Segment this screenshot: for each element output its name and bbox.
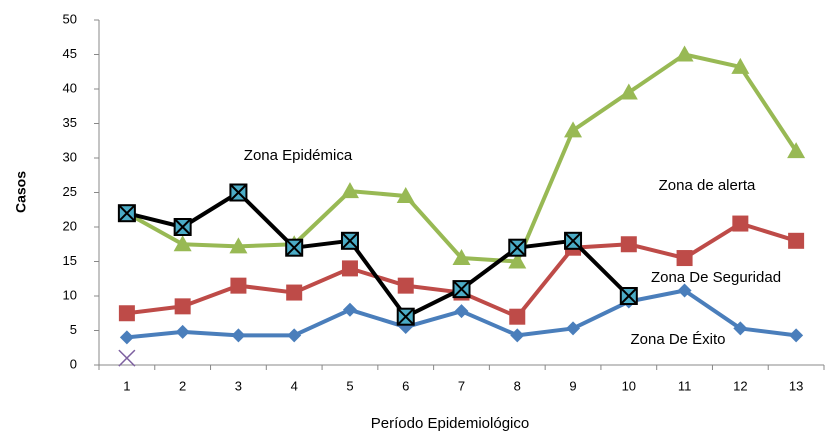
marker [676,250,693,267]
x-axis-label: Período Epidemiológico [371,415,529,432]
annotation: Zona Epidémica [244,147,353,164]
annotation: Zona De Éxito [630,331,725,348]
y-tick-label: 20 [63,218,77,233]
marker [396,186,415,203]
marker [340,182,359,199]
marker [620,236,637,253]
series-line [125,52,798,264]
x-tick-label: 6 [402,378,409,393]
marker [119,330,134,345]
y-tick-label: 45 [63,46,77,61]
marker [231,328,246,343]
y-tick-label: 35 [63,115,77,130]
marker [340,231,359,250]
marker [117,204,136,223]
marker [566,321,581,336]
marker [452,249,471,266]
marker [733,321,748,336]
marker [564,231,583,250]
marker [396,307,415,326]
marker [286,284,303,301]
x-tick-label: 2 [179,378,186,393]
marker [229,183,248,202]
marker [341,260,358,277]
annotation: Zona de alerta [659,177,756,194]
y-axis-label: Casos [13,171,29,213]
marker [230,277,247,294]
marker [229,237,248,254]
x-tick-label: 10 [622,378,636,393]
marker [731,57,750,74]
y-tick-label: 50 [63,11,77,26]
y-tick-label: 15 [63,253,77,268]
marker [677,283,692,298]
marker [564,121,583,138]
series-line [126,190,631,319]
marker [675,45,694,62]
marker [174,298,191,315]
marker [732,215,749,232]
marker [787,142,806,159]
marker [510,328,525,343]
marker [789,328,804,343]
marker [508,238,527,257]
x-tick-label: 12 [733,378,747,393]
x-tick-label: 4 [291,378,298,393]
y-tick-label: 5 [70,322,77,337]
x-tick-label: 1 [123,378,130,393]
marker [175,324,190,339]
y-tick-label: 10 [63,287,77,302]
x-tick-label: 8 [514,378,521,393]
y-tick-label: 30 [63,149,77,164]
marker [285,238,304,257]
marker [788,232,805,249]
marker [397,277,414,294]
marker [619,83,638,100]
marker [173,218,192,236]
marker [509,308,526,325]
marker [118,305,135,322]
y-tick-label: 25 [63,184,77,199]
marker [452,280,471,299]
marker [508,252,527,269]
x-tick-label: 13 [789,378,803,393]
x-tick-label: 7 [458,378,465,393]
marker [619,287,638,305]
marker [173,235,192,252]
x-tick-label: 5 [346,378,353,393]
marker [118,349,136,367]
annotation: Zona De Seguridad [651,269,781,286]
y-tick-label: 0 [70,356,77,371]
marker [342,302,357,317]
x-tick-label: 3 [235,378,242,393]
marker [454,304,469,319]
y-tick-label: 40 [63,80,77,95]
x-tick-label: 9 [569,378,576,393]
x-tick-label: 11 [678,378,692,393]
marker [287,328,302,343]
